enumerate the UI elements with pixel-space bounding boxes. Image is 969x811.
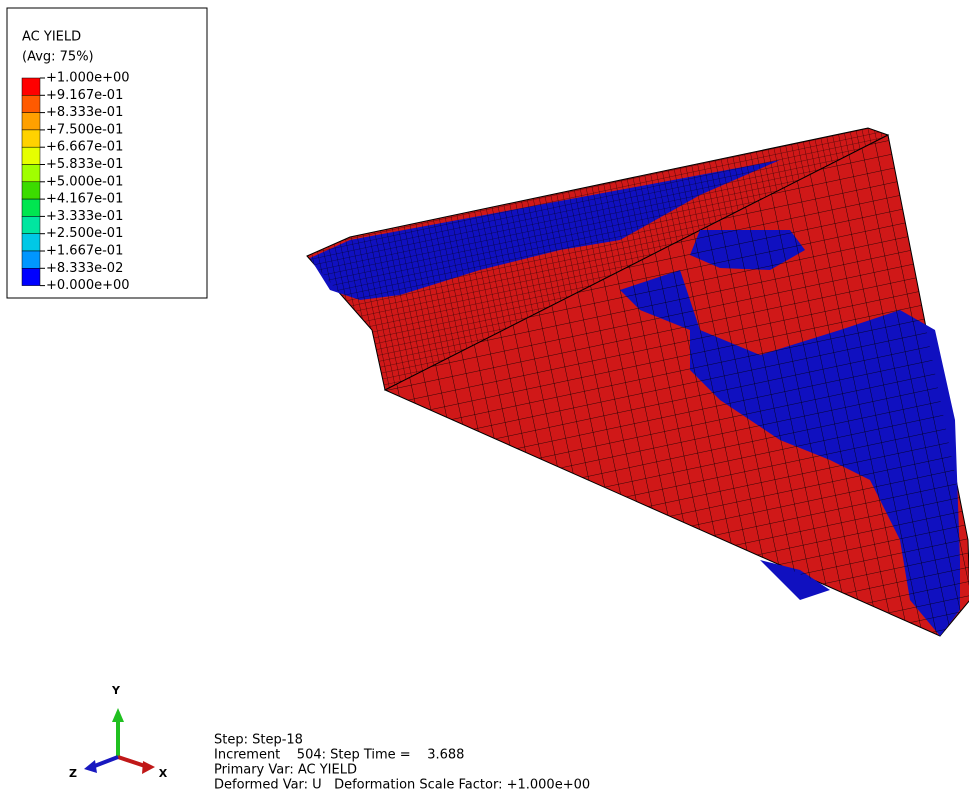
axis-label: Z (69, 767, 77, 780)
legend-swatch (21, 164, 41, 183)
legend-swatch (21, 129, 41, 148)
legend-swatch (21, 146, 41, 165)
model (306, 127, 969, 637)
legend-swatch (21, 95, 41, 113)
legend-swatch (21, 250, 41, 269)
legend-label: +3.333e-01 (46, 209, 123, 224)
legend-label: +8.333e-02 (46, 261, 123, 276)
top-mesh (307, 128, 888, 390)
legend-box (6, 7, 208, 299)
legend-label: +5.833e-01 (46, 157, 123, 172)
info-line: Increment 504: Step Time = 3.688 (214, 748, 464, 763)
front-mesh (385, 135, 969, 636)
triad (84, 708, 155, 774)
info-line: Primary Var: AC YIELD (214, 763, 357, 778)
legend-label: +0.000e+00 (46, 278, 130, 293)
legend-subtitle: (Avg: 75%) (22, 50, 94, 65)
info-line: Step: Step-18 (214, 733, 303, 748)
legend-swatch (21, 198, 41, 217)
legend-label: +6.667e-01 (46, 140, 123, 155)
legend-label: +7.500e-01 (46, 122, 123, 137)
legend-swatch (21, 181, 41, 200)
legend-label: +1.000e+00 (46, 71, 130, 86)
legend-swatch (21, 112, 41, 131)
info-line: Deformed Var: U Deformation Scale Factor… (214, 778, 590, 793)
legend-swatch (21, 216, 41, 234)
axis-label: X (159, 767, 168, 780)
legend-title: AC YIELD (22, 30, 81, 45)
axis-label: Y (111, 684, 121, 697)
legend-label: +8.333e-01 (46, 105, 123, 120)
legend: +1.000e+00 +9.167e-01 +8.333e-01 +7.500e-01… (21, 71, 130, 293)
legend-label: +9.167e-01 (46, 88, 123, 103)
legend-label: +1.667e-01 (46, 244, 123, 259)
legend-swatch (21, 268, 41, 286)
legend-label: +4.167e-01 (46, 192, 123, 207)
legend-label: +5.000e-01 (46, 174, 123, 189)
legend-label: +2.500e-01 (46, 226, 123, 241)
legend-swatch (21, 233, 41, 252)
legend-swatch (21, 77, 41, 96)
blue-region (760, 560, 830, 600)
